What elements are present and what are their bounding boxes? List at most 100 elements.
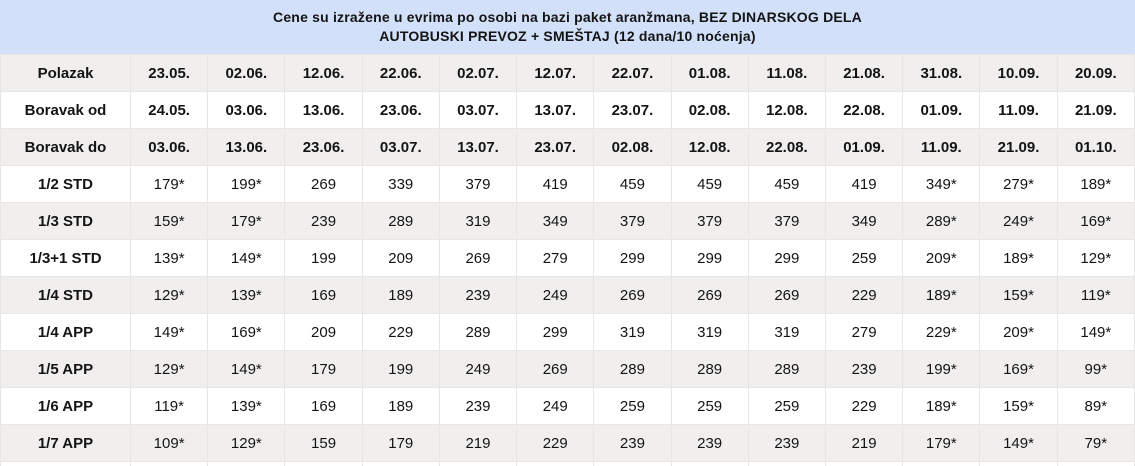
price-cell (129, 461, 209, 466)
date-cell: 02.06. (207, 54, 286, 92)
table-row: 1/4 APP 149* 169* 209 229 289 299 319 319 319 279 2… (0, 313, 1135, 351)
date-cell: 13.06. (207, 128, 286, 166)
price-cell: 339 (361, 165, 440, 203)
price-cell: 239 (593, 424, 672, 462)
price-cell (593, 461, 672, 466)
date-cell: 22.08. (747, 128, 826, 166)
price-cell: 179 (361, 424, 440, 462)
price-cell: 219 (438, 424, 518, 462)
date-cell: 11.09. (902, 128, 981, 166)
price-cell: 289 (438, 313, 518, 351)
price-cell: 109* (129, 424, 209, 462)
price-conditions-banner: Cene su izražene u evrima po osobi na ba… (0, 0, 1135, 54)
date-cell: 12.08. (747, 91, 826, 129)
price-cell (902, 461, 981, 466)
row-label (0, 461, 131, 466)
price-cell: 269 (747, 276, 826, 314)
price-cell: 239 (284, 202, 363, 240)
price-cell: 289* (902, 202, 981, 240)
price-cell: 349 (824, 202, 904, 240)
price-cell: 299 (516, 313, 595, 351)
price-table-body: Polazak 23.05. 02.06. 12.06. 22.06. 02.07. 12.… (0, 54, 1135, 466)
price-cell: 319 (438, 202, 518, 240)
price-table: Polazak 23.05. 02.06. 12.06. 22.06. 02.07. 12.… (0, 54, 1135, 466)
price-cell: 379 (438, 165, 518, 203)
price-cell: 249 (438, 350, 518, 388)
date-cell: 23.06. (284, 128, 363, 166)
price-cell (284, 461, 363, 466)
price-cell: 239 (824, 350, 904, 388)
table-row: 1/7 APP 109* 129* 159 179 219 229 239 239 239 219 1… (0, 424, 1135, 462)
date-cell: 23.06. (361, 91, 440, 129)
price-cell: 179* (129, 165, 209, 203)
date-cell: 11.09. (979, 91, 1058, 129)
price-cell: 209* (902, 239, 981, 277)
price-cell: 289 (747, 350, 826, 388)
price-cell: 379 (747, 202, 826, 240)
price-cell: 179 (284, 350, 363, 388)
price-cell: 199 (361, 350, 440, 388)
date-cell: 21.09. (979, 128, 1058, 166)
price-cell: 419 (516, 165, 595, 203)
date-cell: 10.09. (979, 54, 1058, 92)
price-cell: 209* (979, 313, 1058, 351)
price-cell: 189 (361, 276, 440, 314)
price-cell: 179* (207, 202, 286, 240)
price-cell: 169* (1056, 202, 1135, 240)
table-row (0, 461, 1135, 466)
price-cell: 159 (284, 424, 363, 462)
date-cell: 22.06. (361, 54, 440, 92)
price-cell: 279 (516, 239, 595, 277)
price-cell: 159* (979, 387, 1058, 425)
date-cell: 22.07. (593, 54, 672, 92)
date-cell: 12.07. (516, 54, 595, 92)
price-cell: 379 (593, 202, 672, 240)
date-cell: 23.07. (516, 128, 595, 166)
price-cell: 229 (361, 313, 440, 351)
date-cell: 02.07. (438, 54, 518, 92)
price-cell: 189* (1056, 165, 1135, 203)
price-cell: 239 (438, 276, 518, 314)
row-label: Boravak od (0, 91, 131, 129)
price-cell: 149* (129, 313, 209, 351)
price-cell: 149* (1056, 313, 1135, 351)
price-cell: 209 (284, 313, 363, 351)
table-row: 1/2 STD 179* 199* 269 339 379 419 459 459 459 419 3… (0, 165, 1135, 203)
price-cell: 189* (902, 276, 981, 314)
table-row: 1/6 APP 119* 139* 169 189 239 249 259 259 259 229 1… (0, 387, 1135, 425)
date-cell: 11.08. (747, 54, 826, 92)
price-cell: 269 (593, 276, 672, 314)
price-cell (1056, 461, 1135, 466)
price-cell: 169 (284, 387, 363, 425)
price-cell: 119* (129, 387, 209, 425)
row-label: 1/4 APP (0, 313, 131, 351)
price-cell (516, 461, 595, 466)
price-cell: 129* (129, 276, 209, 314)
price-cell: 139* (129, 239, 209, 277)
price-cell: 229* (902, 313, 981, 351)
price-cell (207, 461, 286, 466)
price-cell: 299 (593, 239, 672, 277)
date-cell: 03.06. (129, 128, 209, 166)
price-cell: 189 (361, 387, 440, 425)
price-cell: 319 (593, 313, 672, 351)
price-cell: 199* (207, 165, 286, 203)
date-cell: 23.05. (129, 54, 209, 92)
price-cell: 169* (207, 313, 286, 351)
price-cell: 379 (670, 202, 749, 240)
price-cell (979, 461, 1058, 466)
date-cell: 12.06. (284, 54, 363, 92)
price-cell: 79* (1056, 424, 1135, 462)
price-cell: 89* (1056, 387, 1135, 425)
date-cell: 24.05. (129, 91, 209, 129)
price-cell: 239 (438, 387, 518, 425)
date-cell: 03.07. (438, 91, 518, 129)
price-cell: 169 (284, 276, 363, 314)
row-label: Boravak do (0, 128, 131, 166)
price-cell: 139* (207, 387, 286, 425)
price-cell: 249 (516, 387, 595, 425)
row-label: Polazak (0, 54, 131, 92)
price-cell: 199 (284, 239, 363, 277)
date-cell: 03.07. (361, 128, 440, 166)
price-cell: 299 (670, 239, 749, 277)
